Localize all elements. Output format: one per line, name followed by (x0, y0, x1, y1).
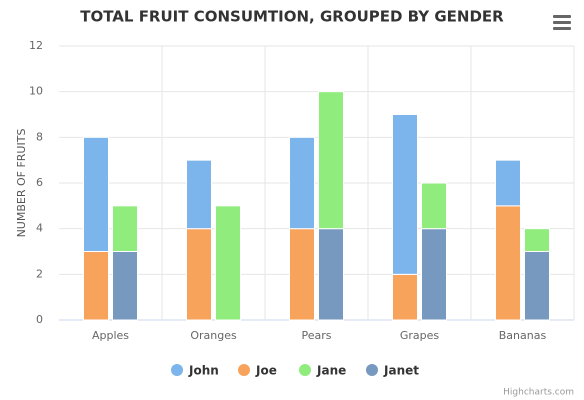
bar (186, 159, 212, 230)
x-tick-label: Oranges (190, 329, 237, 342)
menu-bar[interactable] (553, 21, 571, 24)
bar (83, 251, 109, 321)
bar (112, 251, 138, 321)
bar (495, 159, 521, 207)
legend-label[interactable]: Jane (316, 364, 346, 378)
credits[interactable]: Highcharts.com (503, 388, 574, 398)
y-tick-label: 4 (36, 222, 43, 235)
legend-symbol[interactable] (299, 364, 311, 376)
bar (421, 228, 447, 321)
bar (83, 136, 109, 252)
bar (318, 228, 344, 321)
bar (289, 136, 315, 230)
y-tick-label: 0 (36, 313, 43, 326)
bar (392, 273, 418, 321)
bar (215, 205, 241, 321)
legend-label[interactable]: Janet (383, 364, 419, 378)
y-tick-label: 8 (36, 130, 43, 143)
bar (421, 182, 447, 230)
legend-label[interactable]: John (188, 364, 219, 378)
bar (112, 205, 138, 252)
y-tick-label: 12 (29, 39, 43, 52)
x-tick-label: Bananas (499, 329, 547, 342)
y-tick-label: 2 (36, 267, 43, 280)
bar (186, 228, 212, 321)
bar (289, 228, 315, 321)
legend-label[interactable]: Joe (255, 364, 277, 378)
bar (495, 205, 521, 321)
y-tick-label: 10 (29, 85, 43, 98)
bar (392, 114, 418, 275)
chart-title: TOTAL FRUIT CONSUMTION, GROUPED BY GENDE… (80, 8, 504, 26)
x-tick-label: Apples (92, 329, 129, 342)
x-tick-label: Pears (301, 329, 331, 342)
legend-symbol[interactable] (366, 364, 378, 376)
bar (524, 251, 550, 321)
legend-symbol[interactable] (171, 364, 183, 376)
bar (318, 91, 344, 230)
x-tick-label: Grapes (400, 329, 440, 342)
bar (524, 228, 550, 253)
menu-button[interactable] (553, 15, 571, 30)
y-axis-title: NUMBER OF FRUITS (15, 129, 28, 238)
menu-bar[interactable] (553, 15, 571, 18)
y-tick-label: 6 (36, 176, 43, 189)
legend-symbol[interactable] (238, 364, 250, 376)
menu-bar[interactable] (553, 27, 571, 30)
